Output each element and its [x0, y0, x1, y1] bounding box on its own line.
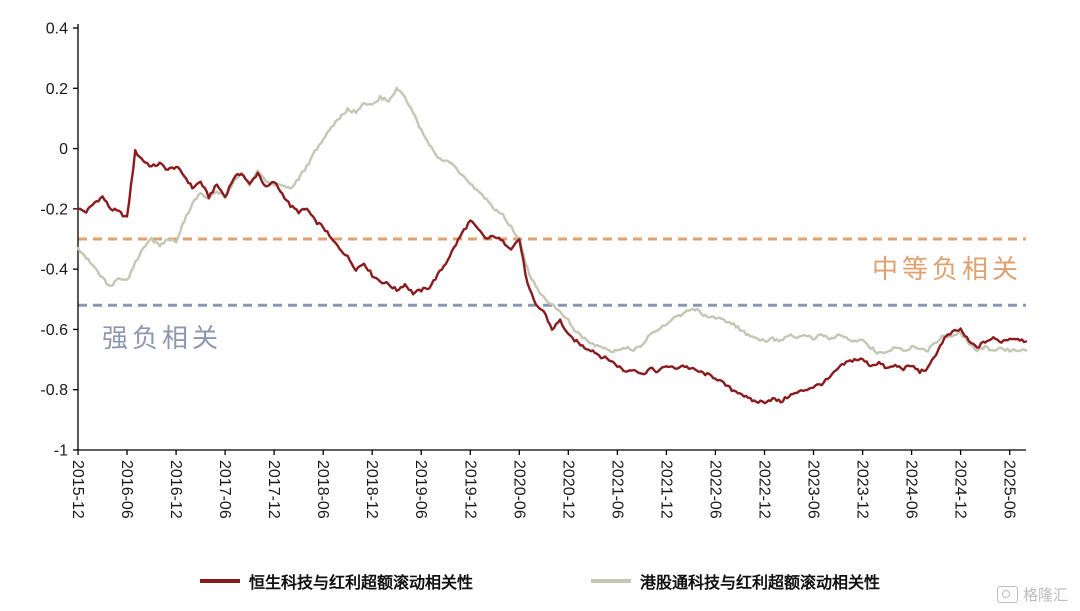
svg-text:0.2: 0.2: [46, 81, 68, 98]
svg-text:2019-06: 2019-06: [412, 460, 429, 519]
svg-text:2018-12: 2018-12: [363, 460, 380, 519]
legend-label-hstech: 恒生科技与红利超额滚动相关性: [248, 575, 473, 592]
svg-text:2024-06: 2024-06: [903, 460, 920, 519]
svg-text:-0.8: -0.8: [40, 382, 68, 399]
legend-swatch-hkconnect-line: [591, 579, 631, 583]
svg-text:2023-12: 2023-12: [854, 460, 871, 519]
svg-text:2015-12: 2015-12: [69, 460, 86, 519]
ref-label-strong-negative: 强负相关: [102, 323, 223, 353]
watermark-text: 格隆汇: [1022, 587, 1068, 604]
legend-item-hkconnect-tech: 港股通科技与红利超额滚动相关性: [591, 569, 880, 593]
legend-label-hkconnect-tech: 港股通科技与红利超额滚动相关性: [640, 575, 881, 592]
svg-text:2019-12: 2019-12: [461, 460, 478, 519]
svg-text:0.4: 0.4: [46, 21, 68, 38]
svg-text:0: 0: [59, 141, 68, 158]
svg-text:2017-06: 2017-06: [216, 460, 233, 519]
svg-text:2022-12: 2022-12: [756, 460, 773, 519]
svg-text:2020-12: 2020-12: [559, 460, 576, 519]
legend-item-hstech: 恒生科技与红利超额滚动相关性: [199, 569, 473, 593]
svg-text:2025-06: 2025-06: [1001, 460, 1018, 519]
svg-text:2016-12: 2016-12: [167, 460, 184, 519]
svg-text:2023-06: 2023-06: [805, 460, 822, 519]
svg-text:2016-06: 2016-06: [118, 460, 135, 519]
svg-text:-0.2: -0.2: [40, 201, 68, 218]
svg-text:2022-06: 2022-06: [706, 460, 723, 519]
legend: 恒生科技与红利超额滚动相关性 港股通科技与红利超额滚动相关性: [0, 569, 1080, 593]
watermark-gelonghui: 格隆汇: [996, 584, 1068, 605]
ref-label-moderate-negative: 中等负相关: [871, 254, 1022, 284]
svg-text:2020-06: 2020-06: [510, 460, 527, 519]
svg-text:2017-12: 2017-12: [265, 460, 282, 519]
gelonghui-logo-icon: [996, 586, 1018, 603]
legend-swatch-hstech-line: [199, 579, 240, 583]
svg-text:-0.6: -0.6: [40, 322, 68, 339]
svg-text:2021-06: 2021-06: [608, 460, 625, 519]
svg-text:2018-06: 2018-06: [314, 460, 331, 519]
svg-text:2024-12: 2024-12: [952, 460, 969, 519]
svg-text:-1: -1: [54, 443, 68, 460]
svg-text:2021-12: 2021-12: [657, 460, 674, 519]
svg-text:-0.4: -0.4: [40, 262, 68, 279]
